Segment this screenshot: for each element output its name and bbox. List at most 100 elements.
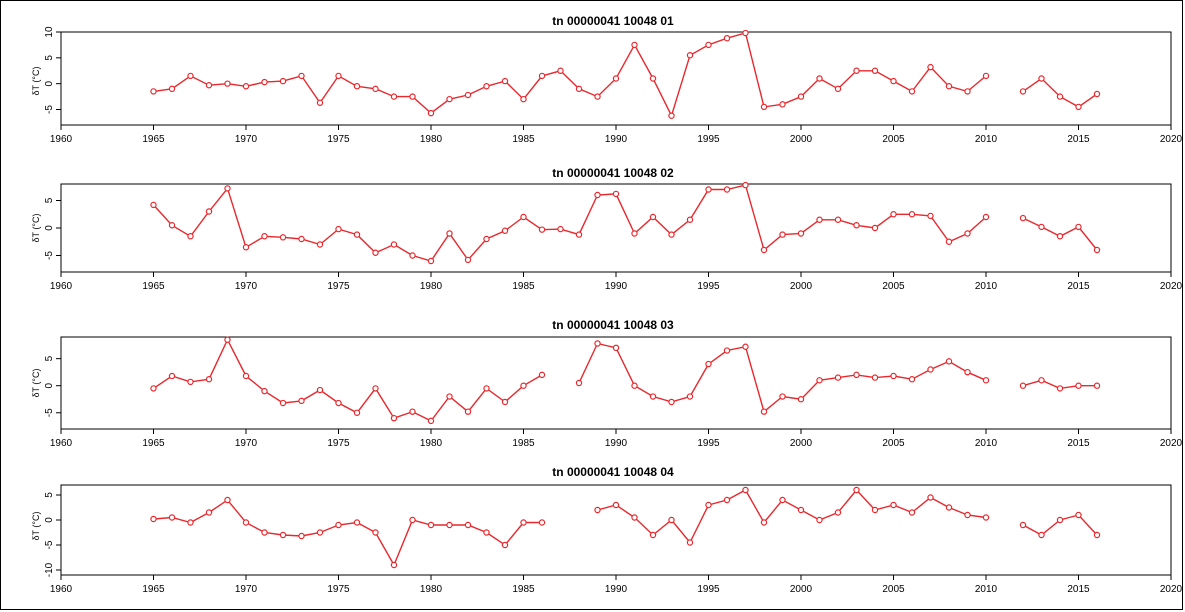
data-point bbox=[242, 83, 250, 90]
data-point bbox=[797, 93, 805, 100]
y-axis-label: δT (°C) bbox=[31, 512, 41, 541]
data-point bbox=[446, 95, 453, 103]
data-point bbox=[760, 519, 768, 526]
x-tick-label: 1990 bbox=[605, 584, 628, 595]
panel-title: tn 00000041 10048 03 bbox=[552, 318, 674, 332]
data-point bbox=[927, 212, 934, 220]
y-tick-label: 0 bbox=[44, 80, 55, 86]
data-point bbox=[1038, 377, 1045, 384]
x-tick-label: 1975 bbox=[327, 584, 350, 595]
x-tick-label: 2020 bbox=[1160, 134, 1183, 145]
data-point bbox=[723, 35, 731, 42]
x-tick-label: 2015 bbox=[1067, 438, 1090, 449]
data-point bbox=[372, 85, 379, 93]
series-line bbox=[152, 184, 987, 262]
series-line bbox=[153, 338, 543, 422]
series-line bbox=[153, 32, 987, 118]
data-point bbox=[205, 82, 213, 89]
x-tick-label: 1965 bbox=[142, 438, 165, 449]
data-point bbox=[464, 256, 472, 264]
data-point bbox=[834, 509, 842, 516]
data-point bbox=[742, 343, 749, 350]
data-point bbox=[1093, 531, 1101, 539]
data-point bbox=[520, 213, 527, 221]
data-point bbox=[520, 95, 527, 103]
data-point bbox=[224, 80, 231, 87]
data-point bbox=[686, 52, 694, 59]
data-point bbox=[242, 519, 250, 526]
x-tick-label: 2015 bbox=[1067, 281, 1090, 292]
data-point bbox=[501, 398, 509, 406]
data-point bbox=[409, 408, 416, 415]
x-tick-label: 1970 bbox=[235, 584, 258, 595]
data-point bbox=[557, 67, 564, 74]
x-tick-label: 1980 bbox=[420, 584, 443, 595]
data-point bbox=[982, 213, 990, 221]
data-point bbox=[446, 521, 453, 529]
data-point bbox=[612, 344, 620, 352]
data-point bbox=[150, 385, 157, 392]
panel-02: tn 00000041 10048 02 δT (°C) 1960 1965 197… bbox=[31, 166, 1183, 292]
data-point bbox=[279, 234, 287, 241]
data-point bbox=[1093, 246, 1101, 254]
x-tick-label: 2005 bbox=[882, 134, 905, 145]
data-point bbox=[316, 386, 324, 394]
data-point bbox=[964, 368, 971, 376]
data-point bbox=[853, 222, 860, 229]
y-tick-label: 5 bbox=[44, 355, 55, 361]
data-point bbox=[1019, 521, 1027, 529]
data-point bbox=[705, 41, 712, 49]
data-point bbox=[427, 109, 435, 117]
data-point bbox=[1038, 223, 1045, 231]
data-point bbox=[483, 83, 490, 90]
data-point bbox=[705, 360, 712, 368]
panel-title: tn 00000041 10048 01 bbox=[552, 14, 674, 28]
x-tick-label: 2020 bbox=[1160, 584, 1183, 595]
data-point bbox=[372, 249, 379, 256]
data-point bbox=[964, 511, 971, 519]
data-point bbox=[150, 201, 157, 209]
data-point bbox=[631, 382, 638, 389]
data-point bbox=[335, 399, 342, 407]
data-point bbox=[353, 409, 361, 416]
x-tick-label: 1995 bbox=[697, 134, 720, 145]
y-tick-label: 5 bbox=[44, 492, 55, 498]
data-point bbox=[261, 529, 268, 536]
panel-04: tn 00000041 10048 04 δT (°C) 1960 1965 197… bbox=[31, 465, 1183, 595]
data-point bbox=[224, 496, 231, 504]
y-tick-label: -5 bbox=[44, 251, 55, 260]
x-tick-label: 2005 bbox=[882, 584, 905, 595]
y-tick-label: 0 bbox=[44, 382, 55, 388]
series-line bbox=[153, 499, 542, 567]
data-point bbox=[612, 75, 620, 82]
data-point bbox=[390, 241, 398, 248]
panel-title: tn 00000041 10048 02 bbox=[552, 166, 674, 180]
data-point bbox=[834, 374, 842, 381]
data-point bbox=[520, 382, 527, 389]
data-point bbox=[686, 539, 694, 546]
data-point bbox=[538, 519, 546, 526]
data-point bbox=[723, 347, 731, 354]
data-point bbox=[1093, 382, 1101, 389]
data-point bbox=[187, 233, 194, 240]
data-point bbox=[594, 340, 601, 347]
data-point bbox=[612, 501, 620, 509]
data-point bbox=[409, 252, 416, 259]
data-point bbox=[871, 374, 879, 381]
data-point bbox=[945, 238, 953, 245]
data-point bbox=[705, 501, 712, 509]
x-tick-label: 2015 bbox=[1067, 134, 1090, 145]
data-point bbox=[853, 371, 860, 379]
data-point bbox=[668, 398, 675, 406]
data-point bbox=[372, 529, 379, 536]
x-tick-label: 2015 bbox=[1067, 584, 1090, 595]
data-point bbox=[1019, 382, 1027, 389]
data-point bbox=[890, 372, 897, 380]
data-point bbox=[853, 67, 860, 74]
data-point bbox=[168, 372, 176, 380]
x-tick-label: 1990 bbox=[605, 281, 628, 292]
data-point bbox=[742, 486, 749, 494]
data-point bbox=[501, 541, 509, 549]
data-point bbox=[1038, 75, 1045, 82]
